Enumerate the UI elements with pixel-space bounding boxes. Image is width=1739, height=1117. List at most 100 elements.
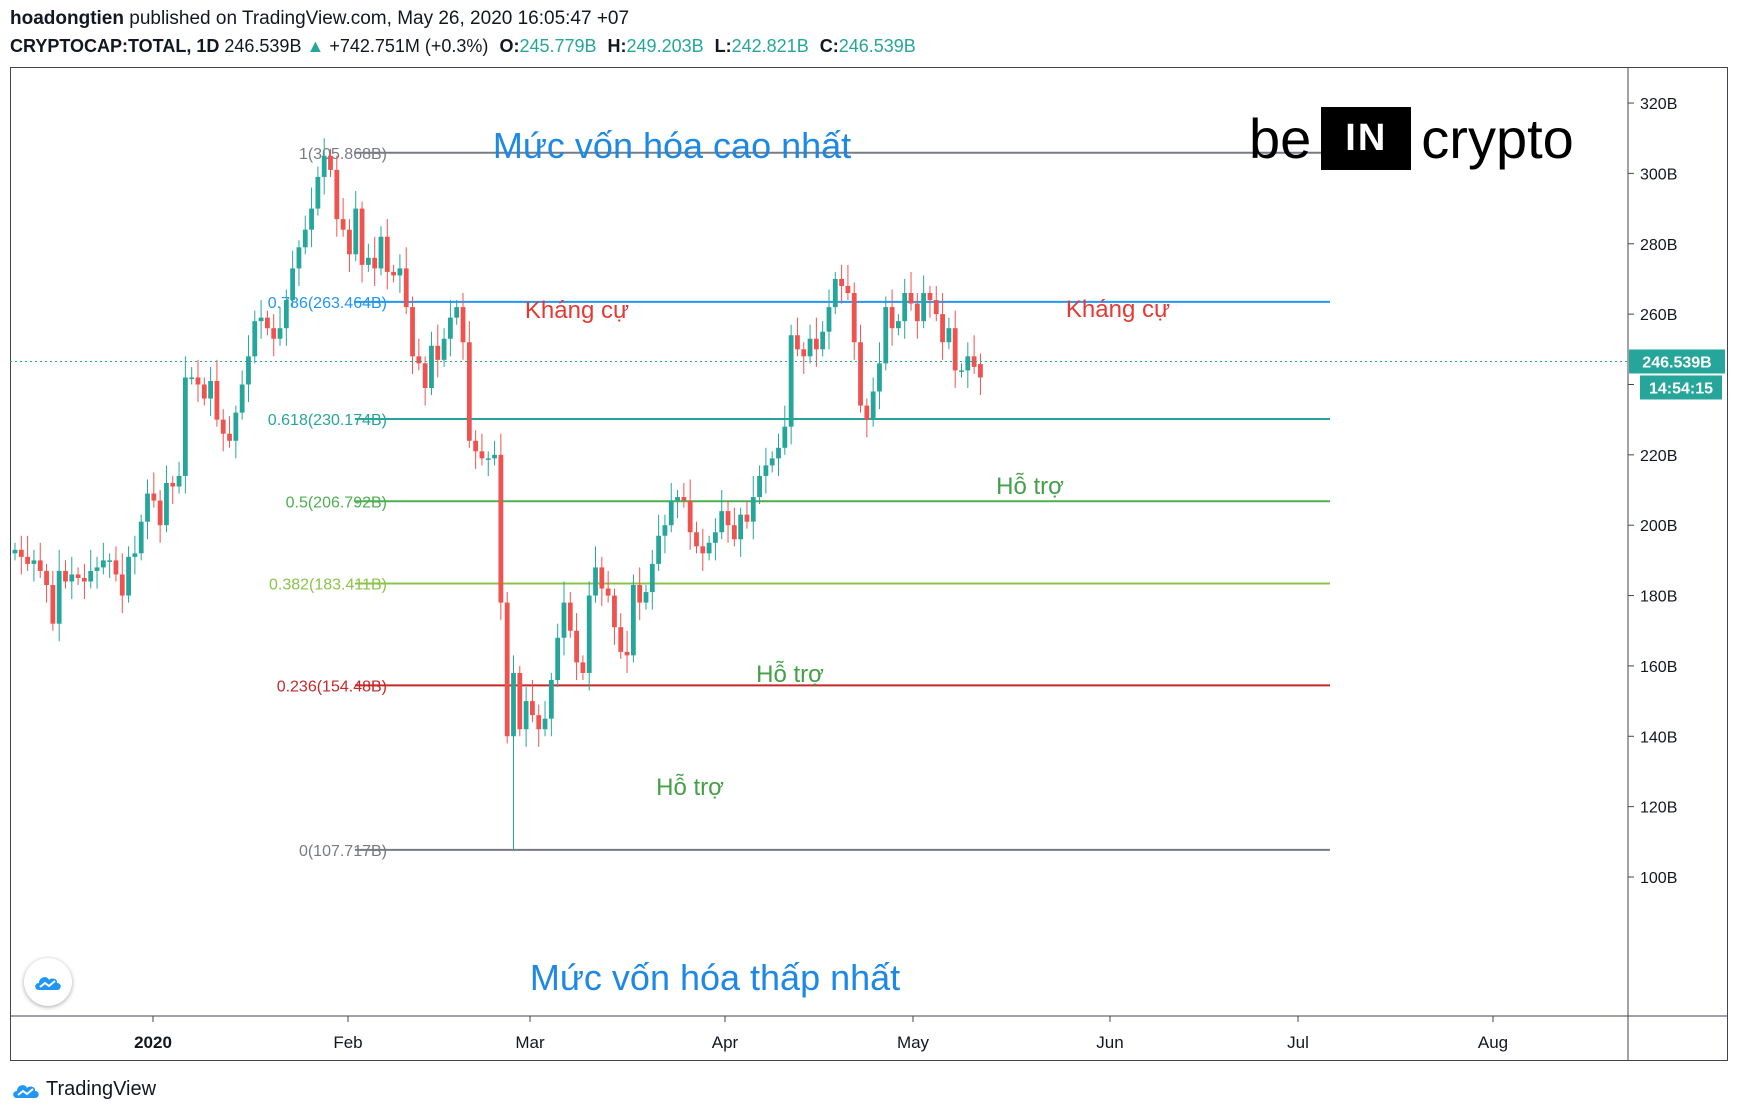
annotation-resistance: Kháng cự: [1066, 296, 1170, 323]
candle: [485, 451, 491, 476]
candle-body: [605, 588, 611, 596]
candle-body: [265, 317, 270, 329]
candle-body: [637, 585, 643, 603]
candle: [763, 447, 769, 494]
candle: [700, 528, 706, 571]
symbol-name[interactable]: CRYPTOCAP:TOTAL, 1D: [10, 36, 220, 56]
candle-body: [971, 356, 977, 367]
candle: [372, 236, 378, 286]
candle: [889, 289, 895, 346]
candle-body: [151, 493, 157, 501]
candle: [662, 514, 668, 554]
candle: [233, 405, 239, 459]
fib-retracement[interactable]: 1(305.868B) 0.786(263.464B) 0.618(230.174B…: [268, 146, 1330, 860]
annotation-resistance: Kháng cự: [525, 297, 629, 324]
candle: [164, 465, 169, 533]
candle: [441, 328, 447, 367]
candle-body: [832, 278, 838, 308]
candle: [599, 556, 605, 607]
candle-body: [782, 426, 788, 448]
candle: [321, 138, 327, 195]
candle-body: [25, 556, 31, 564]
candle-body: [731, 525, 737, 540]
candle-body: [296, 247, 302, 269]
chart-frame[interactable]: [10, 67, 1728, 1061]
candle-body: [63, 570, 68, 582]
candle: [498, 433, 504, 621]
price-tick-label: 100B: [1640, 870, 1677, 887]
candle: [44, 563, 49, 603]
candle-body: [145, 493, 150, 522]
candle-body: [397, 268, 403, 276]
tradingview-cloud-icon[interactable]: [24, 958, 72, 1006]
candle: [277, 307, 283, 346]
candle: [100, 542, 106, 575]
price-tick-label: 200B: [1640, 518, 1677, 535]
candle-body: [618, 627, 624, 652]
candle-body: [523, 701, 529, 730]
price-change: +742.751M (+0.3%): [329, 36, 489, 56]
candle: [738, 507, 744, 557]
candle-body: [889, 307, 895, 329]
candle: [517, 665, 523, 737]
candle: [151, 472, 157, 508]
candle-body: [75, 574, 81, 578]
price-tick-label: 220B: [1640, 448, 1677, 465]
candle: [965, 342, 971, 388]
candle: [220, 409, 226, 452]
low-value: 242.821B: [731, 36, 809, 56]
candle-body: [662, 525, 668, 536]
time-tick-label: Jun: [1096, 1033, 1123, 1052]
footer-brand-label: TradingView: [46, 1078, 157, 1100]
candle: [940, 293, 945, 360]
candle: [334, 155, 340, 237]
price-axis[interactable]: 100B120B140B160B180B200B220B240B260B280B…: [1628, 96, 1677, 887]
candle-body: [795, 335, 800, 350]
candle-body: [220, 419, 226, 434]
time-axis[interactable]: 2020 Feb Mar Apr May Jun Jul Aug: [134, 1016, 1508, 1052]
candle-body: [952, 328, 958, 371]
candle-body: [668, 500, 674, 526]
time-tick-label: Mar: [515, 1033, 545, 1052]
candle: [921, 275, 927, 329]
candle-body: [738, 514, 744, 540]
candle: [309, 187, 314, 248]
candle-body: [788, 335, 794, 427]
candle: [820, 321, 826, 357]
author-name[interactable]: hoadongtien: [10, 8, 124, 29]
candle: [378, 226, 384, 276]
candle-body: [498, 454, 504, 603]
price-tick-label: 120B: [1640, 800, 1677, 817]
candle-body: [416, 356, 422, 364]
footer-brand[interactable]: TradingView: [10, 1078, 156, 1101]
candle: [63, 560, 68, 589]
candle: [637, 567, 643, 621]
candle: [624, 630, 630, 673]
candle: [675, 490, 680, 519]
candle: [555, 623, 561, 688]
candle: [107, 553, 113, 578]
candle: [422, 356, 428, 406]
time-tick-label: Apr: [712, 1033, 739, 1052]
candle: [845, 264, 851, 301]
candle-body: [473, 440, 479, 452]
candle: [265, 310, 270, 336]
candle: [138, 514, 144, 561]
candle: [586, 581, 592, 691]
candle-body: [347, 229, 352, 255]
time-tick-label: May: [897, 1033, 930, 1052]
candle: [302, 215, 308, 255]
candle-body: [776, 447, 781, 459]
candle: [460, 293, 466, 360]
price-tick-label: 140B: [1640, 729, 1677, 746]
candle-body: [37, 560, 43, 571]
candle-body: [18, 549, 24, 557]
candle: [548, 672, 554, 737]
candle: [69, 556, 75, 600]
candle: [896, 314, 901, 336]
candle: [914, 293, 920, 339]
candle-body: [271, 328, 277, 339]
candle-body: [410, 307, 415, 357]
candle: [612, 588, 617, 645]
